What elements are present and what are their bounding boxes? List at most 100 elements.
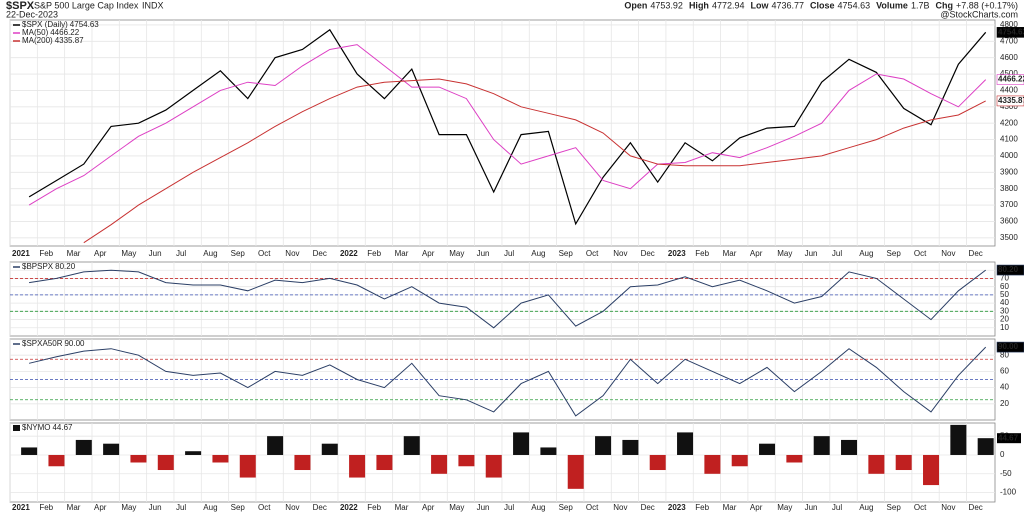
x-tick-label: Nov <box>941 503 955 512</box>
legend-name: MA(50) <box>22 28 49 37</box>
y-tick-label: 4500 <box>1000 69 1018 78</box>
x-tick-label: Apr <box>422 249 435 258</box>
quote-label: Close <box>810 0 835 10</box>
value-tag-label: 44.67 <box>998 433 1019 442</box>
x-tick-label: May <box>121 249 136 258</box>
bar <box>513 432 530 455</box>
value-tag-label: 90.00 <box>998 342 1019 351</box>
bar <box>704 454 721 474</box>
value-tag <box>996 27 1024 38</box>
index-name: S&P 500 Large Cap Index <box>34 0 139 10</box>
y-tick-label: 50 <box>1000 290 1009 299</box>
legend-name: $SPX (Daily) <box>22 20 68 29</box>
quote-value: 1.7B <box>911 0 930 10</box>
x-tick-label: Feb <box>367 503 381 512</box>
bar <box>841 439 858 455</box>
legend-swatch <box>13 425 20 431</box>
x-tick-label: Oct <box>258 503 271 512</box>
x-tick-label: Mar <box>395 503 409 512</box>
legend-name: $NYMO <box>22 423 50 432</box>
quote-value: 4754.63 <box>838 0 871 10</box>
y-tick-label: 30 <box>1000 306 1009 315</box>
x-tick-label: Aug <box>531 249 545 258</box>
x-tick-label: Sep <box>887 503 902 512</box>
value-tag-label: 80.20 <box>998 265 1019 274</box>
x-tick-label: Dec <box>969 503 983 512</box>
x-tick-label: Aug <box>859 503 873 512</box>
y-tick-label: 70 <box>1000 274 1009 283</box>
exchange: INDX <box>142 0 164 10</box>
x-tick-label: Apr <box>94 249 107 258</box>
bar <box>677 432 694 455</box>
bar <box>595 436 612 455</box>
x-tick-label: May <box>777 249 792 258</box>
x-tick-label: Oct <box>914 503 927 512</box>
y-tick-label: 4000 <box>1000 151 1018 160</box>
y-tick-label: 0 <box>1000 450 1005 459</box>
panel <box>9 19 996 247</box>
bar <box>622 439 639 455</box>
quote-label: Low <box>750 0 769 10</box>
x-tick-label: Jul <box>504 503 514 512</box>
x-tick-label: Jun <box>149 503 162 512</box>
x-tick-label: Dec <box>313 249 327 258</box>
y-tick-label: 40 <box>1000 298 1009 307</box>
x-tick-label: Dec <box>641 249 655 258</box>
bar <box>294 454 311 471</box>
series-line <box>28 44 987 206</box>
legend-name: $BPSPX <box>22 262 54 271</box>
y-tick-label: 20 <box>1000 315 1009 324</box>
x-tick-label: Sep <box>231 249 246 258</box>
x-tick-label: 2021 <box>12 503 30 512</box>
x-tick-label: Oct <box>258 249 271 258</box>
bar <box>786 454 803 463</box>
quote-value: 4736.77 <box>771 0 804 10</box>
quote-label: Open <box>624 0 647 10</box>
y-tick-label: -50 <box>1000 469 1012 478</box>
legend-value: 4466.22 <box>50 28 79 37</box>
x-tick-label: Oct <box>914 249 927 258</box>
y-tick-label: 20 <box>1000 399 1009 408</box>
x-tick-label: Mar <box>67 503 81 512</box>
x-tick-label: Nov <box>285 249 299 258</box>
legend-value: 80.20 <box>55 262 76 271</box>
y-tick-label: 4100 <box>1000 135 1018 144</box>
x-tick-label: Feb <box>39 503 53 512</box>
x-tick-label: Feb <box>39 249 53 258</box>
panel <box>9 422 996 503</box>
x-tick-label: 2022 <box>340 503 358 512</box>
value-tag <box>996 95 1024 107</box>
quote-value: +7.88 (+0.17%) <box>956 0 1018 10</box>
x-tick-label: 2023 <box>668 249 686 258</box>
bar <box>185 451 202 455</box>
watermark: @StockCharts.com <box>940 9 1018 19</box>
x-tick-label: Dec <box>969 249 983 258</box>
x-tick-label: Jul <box>832 249 842 258</box>
bar <box>130 454 147 463</box>
y-tick-label: 80 <box>1000 350 1009 359</box>
x-tick-label: May <box>449 503 464 512</box>
series-line <box>29 269 987 329</box>
x-tick-label: Jun <box>805 249 818 258</box>
value-tag-label: 4466.22 <box>998 75 1024 84</box>
x-tick-label: Sep <box>887 249 902 258</box>
bar <box>239 454 256 478</box>
x-tick-label: 2021 <box>12 249 30 258</box>
bar <box>567 454 584 489</box>
x-tick-label: Apr <box>94 503 107 512</box>
bar <box>868 454 885 474</box>
x-tick-label: Mar <box>723 503 737 512</box>
bar <box>103 443 120 455</box>
y-tick-label: 10 <box>1000 323 1009 332</box>
quote-value: 4753.92 <box>650 0 683 10</box>
x-tick-label: Aug <box>203 249 217 258</box>
x-tick-label: 2022 <box>340 249 358 258</box>
value-tag-label: 4754.63 <box>998 27 1024 36</box>
x-tick-label: Sep <box>559 503 574 512</box>
x-tick-label: Sep <box>231 503 246 512</box>
x-tick-label: Feb <box>695 249 709 258</box>
x-tick-label: Mar <box>67 249 81 258</box>
x-tick-label: Feb <box>695 503 709 512</box>
bar <box>349 454 366 478</box>
